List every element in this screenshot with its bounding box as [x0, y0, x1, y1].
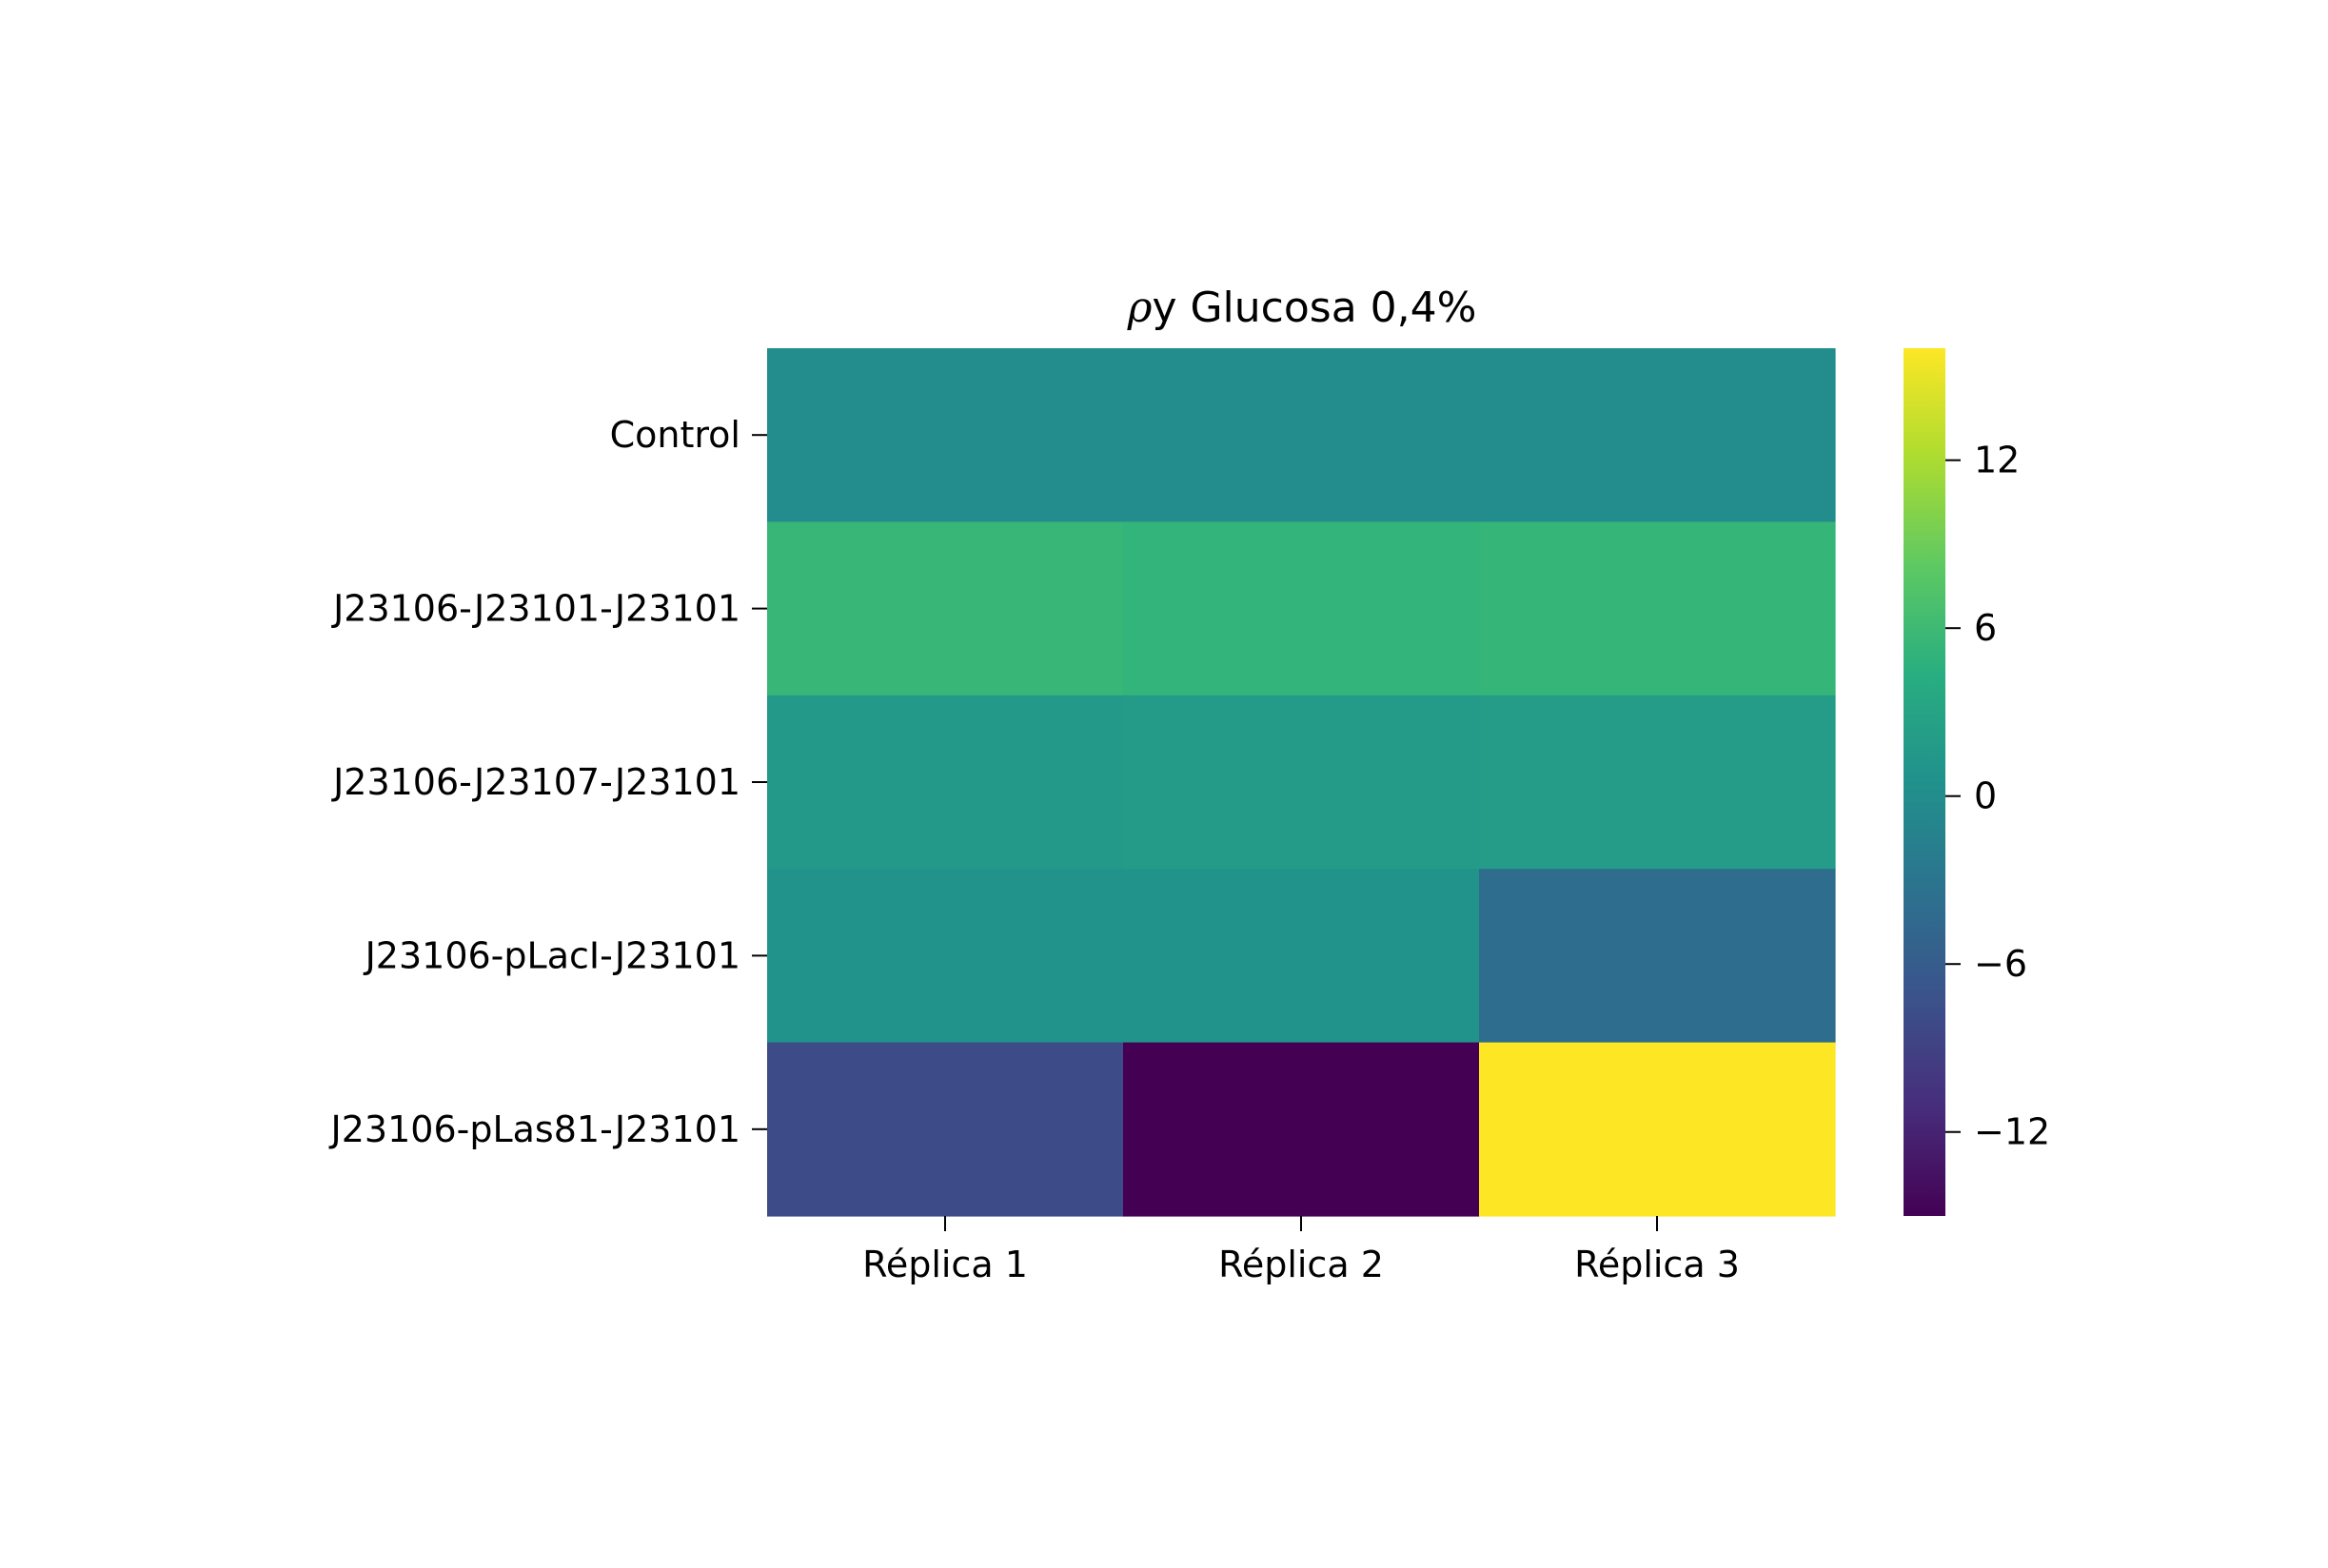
colorbar-tick-label: 6 [1974, 607, 1997, 649]
row-label: Control [610, 414, 740, 456]
row-label: J23106-J23107-J23101 [331, 761, 740, 803]
heatmap-cell-r2-c3 [1479, 521, 1836, 696]
column-labels: Réplica 1 Réplica 2 Réplica 3 [862, 1216, 1740, 1285]
chart-title: ρy Glucosa 0,4% [1127, 284, 1477, 332]
heatmap-cell-r5-c3 [1479, 1042, 1836, 1217]
heatmap-cell-r1-c2 [1123, 348, 1480, 522]
column-label: Réplica 1 [862, 1244, 1028, 1285]
row-label: J23106-pLas81-J23101 [329, 1108, 740, 1150]
column-label: Réplica 2 [1218, 1244, 1384, 1285]
column-label: Réplica 3 [1574, 1244, 1740, 1285]
colorbar-ticks: 12 6 0 −6 −12 [1945, 440, 2050, 1153]
heatmap-cell-r2-c1 [767, 521, 1124, 696]
heatmap-cell-r3-c2 [1123, 695, 1480, 870]
heatmap-cell-r5-c1 [767, 1042, 1124, 1217]
heatmap-cell-r1-c3 [1479, 348, 1836, 522]
colorbar-tick-label: −12 [1974, 1111, 2050, 1153]
colorbar-tick-label: −6 [1974, 943, 2027, 985]
heatmap-cell-r4-c3 [1479, 869, 1836, 1044]
colorbar-tick-label: 12 [1974, 440, 2020, 481]
title-symbol: ρ [1127, 284, 1153, 332]
colorbar-gradient [1904, 348, 1945, 1216]
heatmap-cell-r5-c2 [1123, 1042, 1480, 1217]
heatmap-cell-r4-c2 [1123, 869, 1480, 1044]
colorbar-tick-label: 0 [1974, 775, 1997, 817]
row-label: J23106-J23101-J23101 [331, 588, 740, 630]
heatmap-cell-r2-c2 [1123, 521, 1480, 696]
heatmap-cell-r1-c1 [767, 348, 1124, 522]
heatmap-cells [767, 348, 1836, 1217]
title-text: y Glucosa 0,4% [1152, 284, 1476, 332]
heatmap-cell-r4-c1 [767, 869, 1124, 1044]
heatmap-cell-r3-c1 [767, 695, 1124, 870]
heatmap-cell-r3-c3 [1479, 695, 1836, 870]
row-labels: Control J23106-J23101-J23101 J23106-J23107… [329, 414, 767, 1150]
row-label: J23106-pLacI-J23101 [364, 934, 740, 976]
colorbar: 12 6 0 −6 −12 [1904, 348, 2050, 1216]
